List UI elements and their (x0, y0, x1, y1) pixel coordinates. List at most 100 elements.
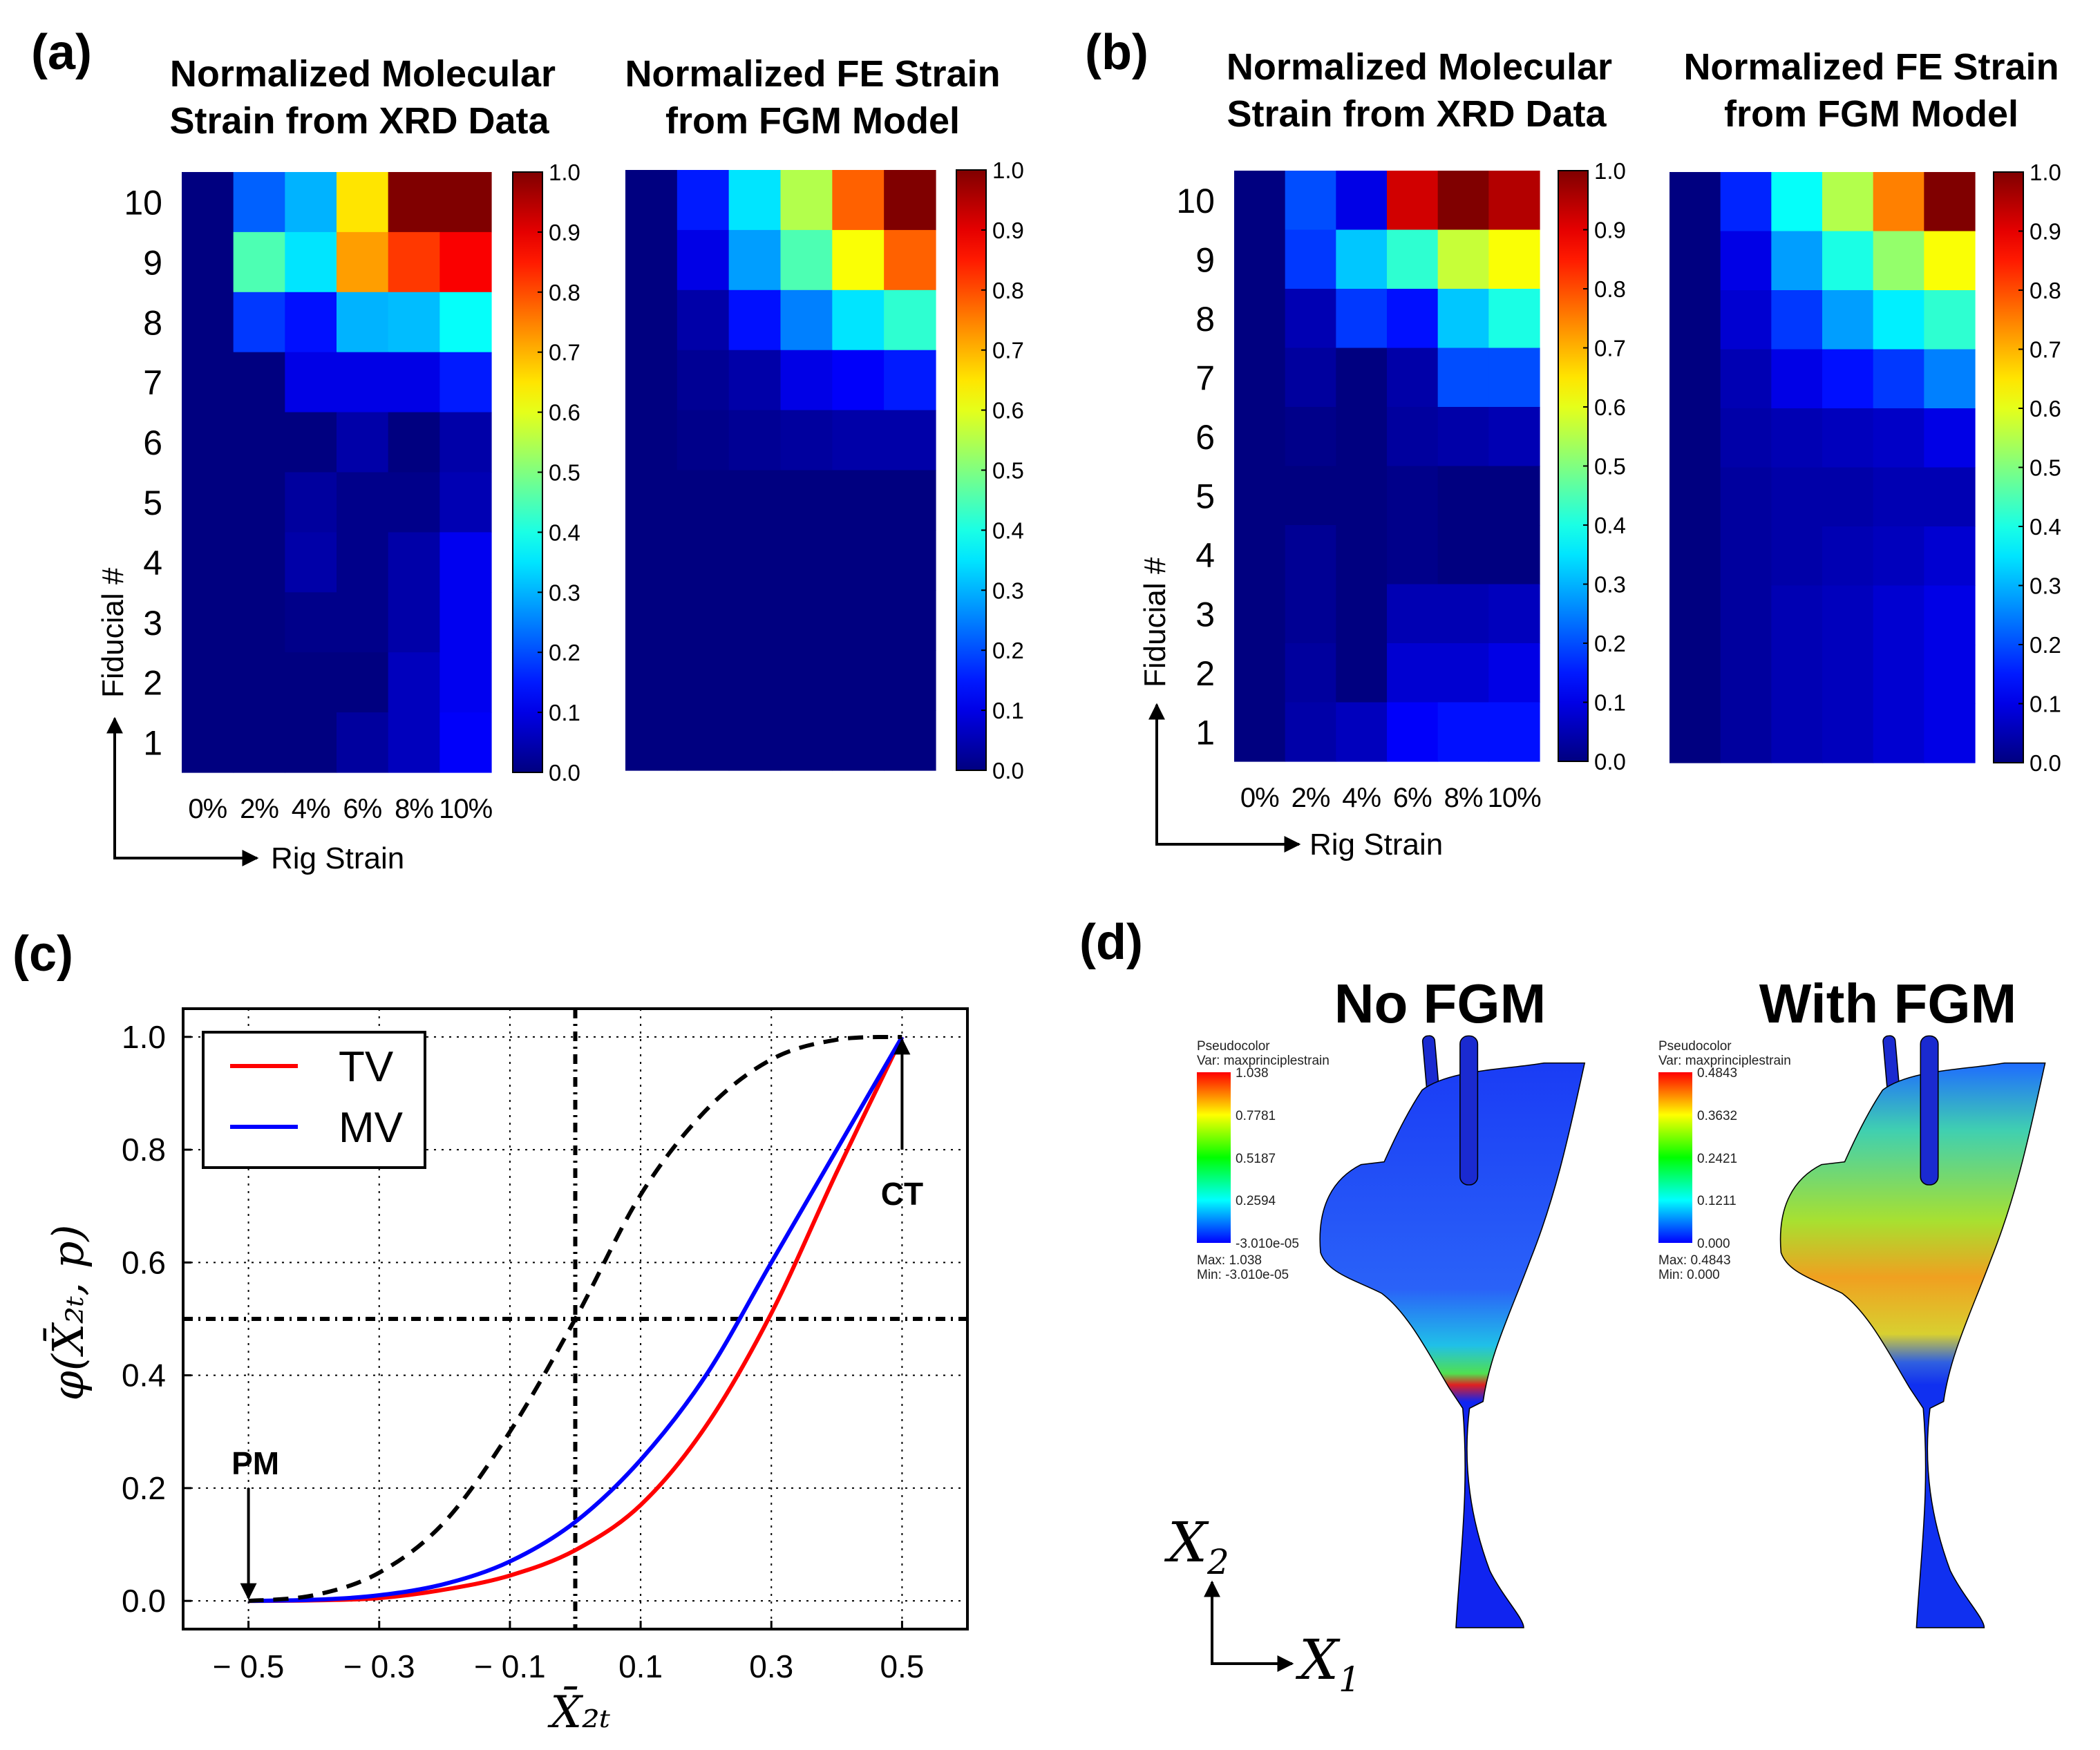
heatmap-cell (677, 530, 730, 591)
legend-box (202, 1031, 426, 1169)
heatmap-cell (1720, 408, 1772, 468)
heatmap-cell (1336, 584, 1388, 644)
heatmap-cell (1488, 525, 1540, 585)
heatmap-cell (1488, 702, 1540, 762)
panel-c: (c) − 0.5 − 0.3 − 0.1 0.1 0.3 0.5 0.0 0.2 0.4 0.6… (12, 926, 969, 1738)
legend-label-mv: MV (339, 1104, 404, 1152)
heatmap-cell (1234, 229, 1286, 289)
heatmap-cell (388, 172, 440, 233)
colorbar-tick-label: 0.9 (1594, 218, 1626, 243)
panel-d: (d) No FGM With FGM Pseudocolor Var: max… (1079, 915, 2046, 1700)
heatmap-cell (1437, 348, 1489, 408)
heatmap-cell (780, 229, 833, 291)
heatmap-cell (728, 470, 782, 531)
colorbar-tick-label: 0.5 (1594, 454, 1626, 479)
colorbar-tick-label: 0.6 (1594, 394, 1626, 420)
heatmap-cell (1873, 408, 1924, 468)
colorbar-tick-label: 0.4 (1594, 513, 1626, 538)
heatmap-cell (337, 172, 389, 233)
y-tick-label: 9 (143, 243, 162, 282)
heatmap-cell (1234, 643, 1286, 703)
heatmap-cell (233, 712, 285, 773)
heatmap-title: Strain from XRD Data (1227, 93, 1607, 135)
colorbar-tick-label: 1.0 (2030, 160, 2061, 185)
heatmap-cell (1488, 407, 1540, 467)
heatmap-cell (884, 410, 936, 471)
y-tick-label: 4 (1195, 536, 1215, 575)
heatmap-cell (1437, 643, 1489, 703)
heatmap-cell (1437, 584, 1489, 644)
heatmap-cell (182, 352, 234, 413)
heatmap-cell (780, 350, 833, 411)
heatmap-cell (439, 532, 492, 593)
heatmap-cell (1285, 525, 1336, 585)
heatmap-cell (388, 712, 440, 773)
heatmap-cell (1771, 645, 1823, 705)
heatmap-cell (1285, 289, 1336, 349)
x-tick-label: 4% (292, 794, 330, 824)
legend-colorbar (1197, 1072, 1231, 1243)
heatmap-cell (1720, 349, 1772, 409)
colorbar-tick-label: 0.5 (992, 458, 1024, 484)
heatmap-cell (439, 231, 492, 293)
heatmap-cell (1924, 231, 1976, 291)
y-tick-label: 10 (1176, 182, 1215, 220)
panel-label: (c) (12, 926, 73, 982)
heatmap-cell (182, 532, 234, 593)
x-tick-label: 10% (1488, 783, 1541, 813)
heatmap-cell (1336, 466, 1388, 526)
heatmap-cell (1437, 229, 1489, 289)
legend-tick: 0.3632 (1697, 1109, 1737, 1123)
heatmap-cell (1387, 643, 1439, 703)
heatmap-cell (1720, 585, 1772, 645)
legend-min: Min: 0.000 (1658, 1268, 1720, 1282)
heatmap-cell (1822, 585, 1874, 645)
heatmap-cell (337, 592, 389, 653)
heatmap-cell (182, 472, 234, 533)
colorbar-gradient (512, 171, 543, 773)
y-tick-label: 0.6 (122, 1244, 166, 1280)
electrode-rod (1920, 1035, 1939, 1186)
colorbar-tick-label: 0.4 (992, 517, 1024, 543)
heatmap-cell (1822, 172, 1874, 232)
legend-colorbar (1658, 1072, 1692, 1243)
sim-no-fgm (1319, 1035, 1586, 1628)
heatmap-cell (832, 650, 885, 711)
heatmap-title: from FGM Model (665, 100, 960, 142)
electrode-rod (1459, 1035, 1479, 1186)
heatmap-cell (884, 229, 936, 291)
heatmap-cell (1234, 525, 1286, 585)
heatmap-cell (1488, 643, 1540, 703)
heatmap-cell (1336, 702, 1388, 762)
heatmap-cell (182, 652, 234, 713)
y-tick-label: 0.4 (122, 1358, 166, 1394)
heatmap-cell (233, 592, 285, 653)
heatmap-cell (337, 652, 389, 713)
heatmap-cell (1437, 289, 1489, 349)
heatmap-cell (728, 650, 782, 711)
heatmap-cell (439, 412, 492, 473)
heatmap-cell (388, 652, 440, 713)
heatmap-cell (832, 229, 885, 291)
colorbar-tick-label: 0.6 (992, 398, 1024, 424)
colorbar-tick-label: 0.8 (1594, 276, 1626, 302)
heatmap-cell (1387, 525, 1439, 585)
heatmap-cell (182, 172, 234, 233)
heatmap-cell (1669, 645, 1721, 705)
panel-a: (a) Normalized Molecular Strain from XRD… (31, 25, 1001, 875)
heatmap-cell (1720, 703, 1772, 763)
heatmap-cell (182, 592, 234, 653)
colorbar-tick-label: 0.3 (2030, 573, 2061, 599)
y-tick-label: 6 (1195, 418, 1215, 457)
heatmap: 0.0 0.1 0.2 0.3 0.4 0.5 0.6 0.7 0.8 0.9 1.0 (1669, 160, 2061, 776)
colorbar-tick-label: 1.0 (549, 160, 580, 185)
heatmap-cell (1234, 289, 1286, 349)
heatmap-cell (1822, 645, 1874, 705)
x-axis-label: X̄₂ₜ (547, 1686, 611, 1738)
heatmap-cell (728, 229, 782, 291)
heatmap-cell (884, 650, 936, 711)
y-tick-label: 7 (143, 363, 162, 402)
heatmap-cell (1873, 349, 1924, 409)
heatmap-cell (1336, 643, 1388, 703)
sim-legend-left: Pseudocolor Var: maxprinciplestrain 1.03… (1197, 1039, 1330, 1282)
